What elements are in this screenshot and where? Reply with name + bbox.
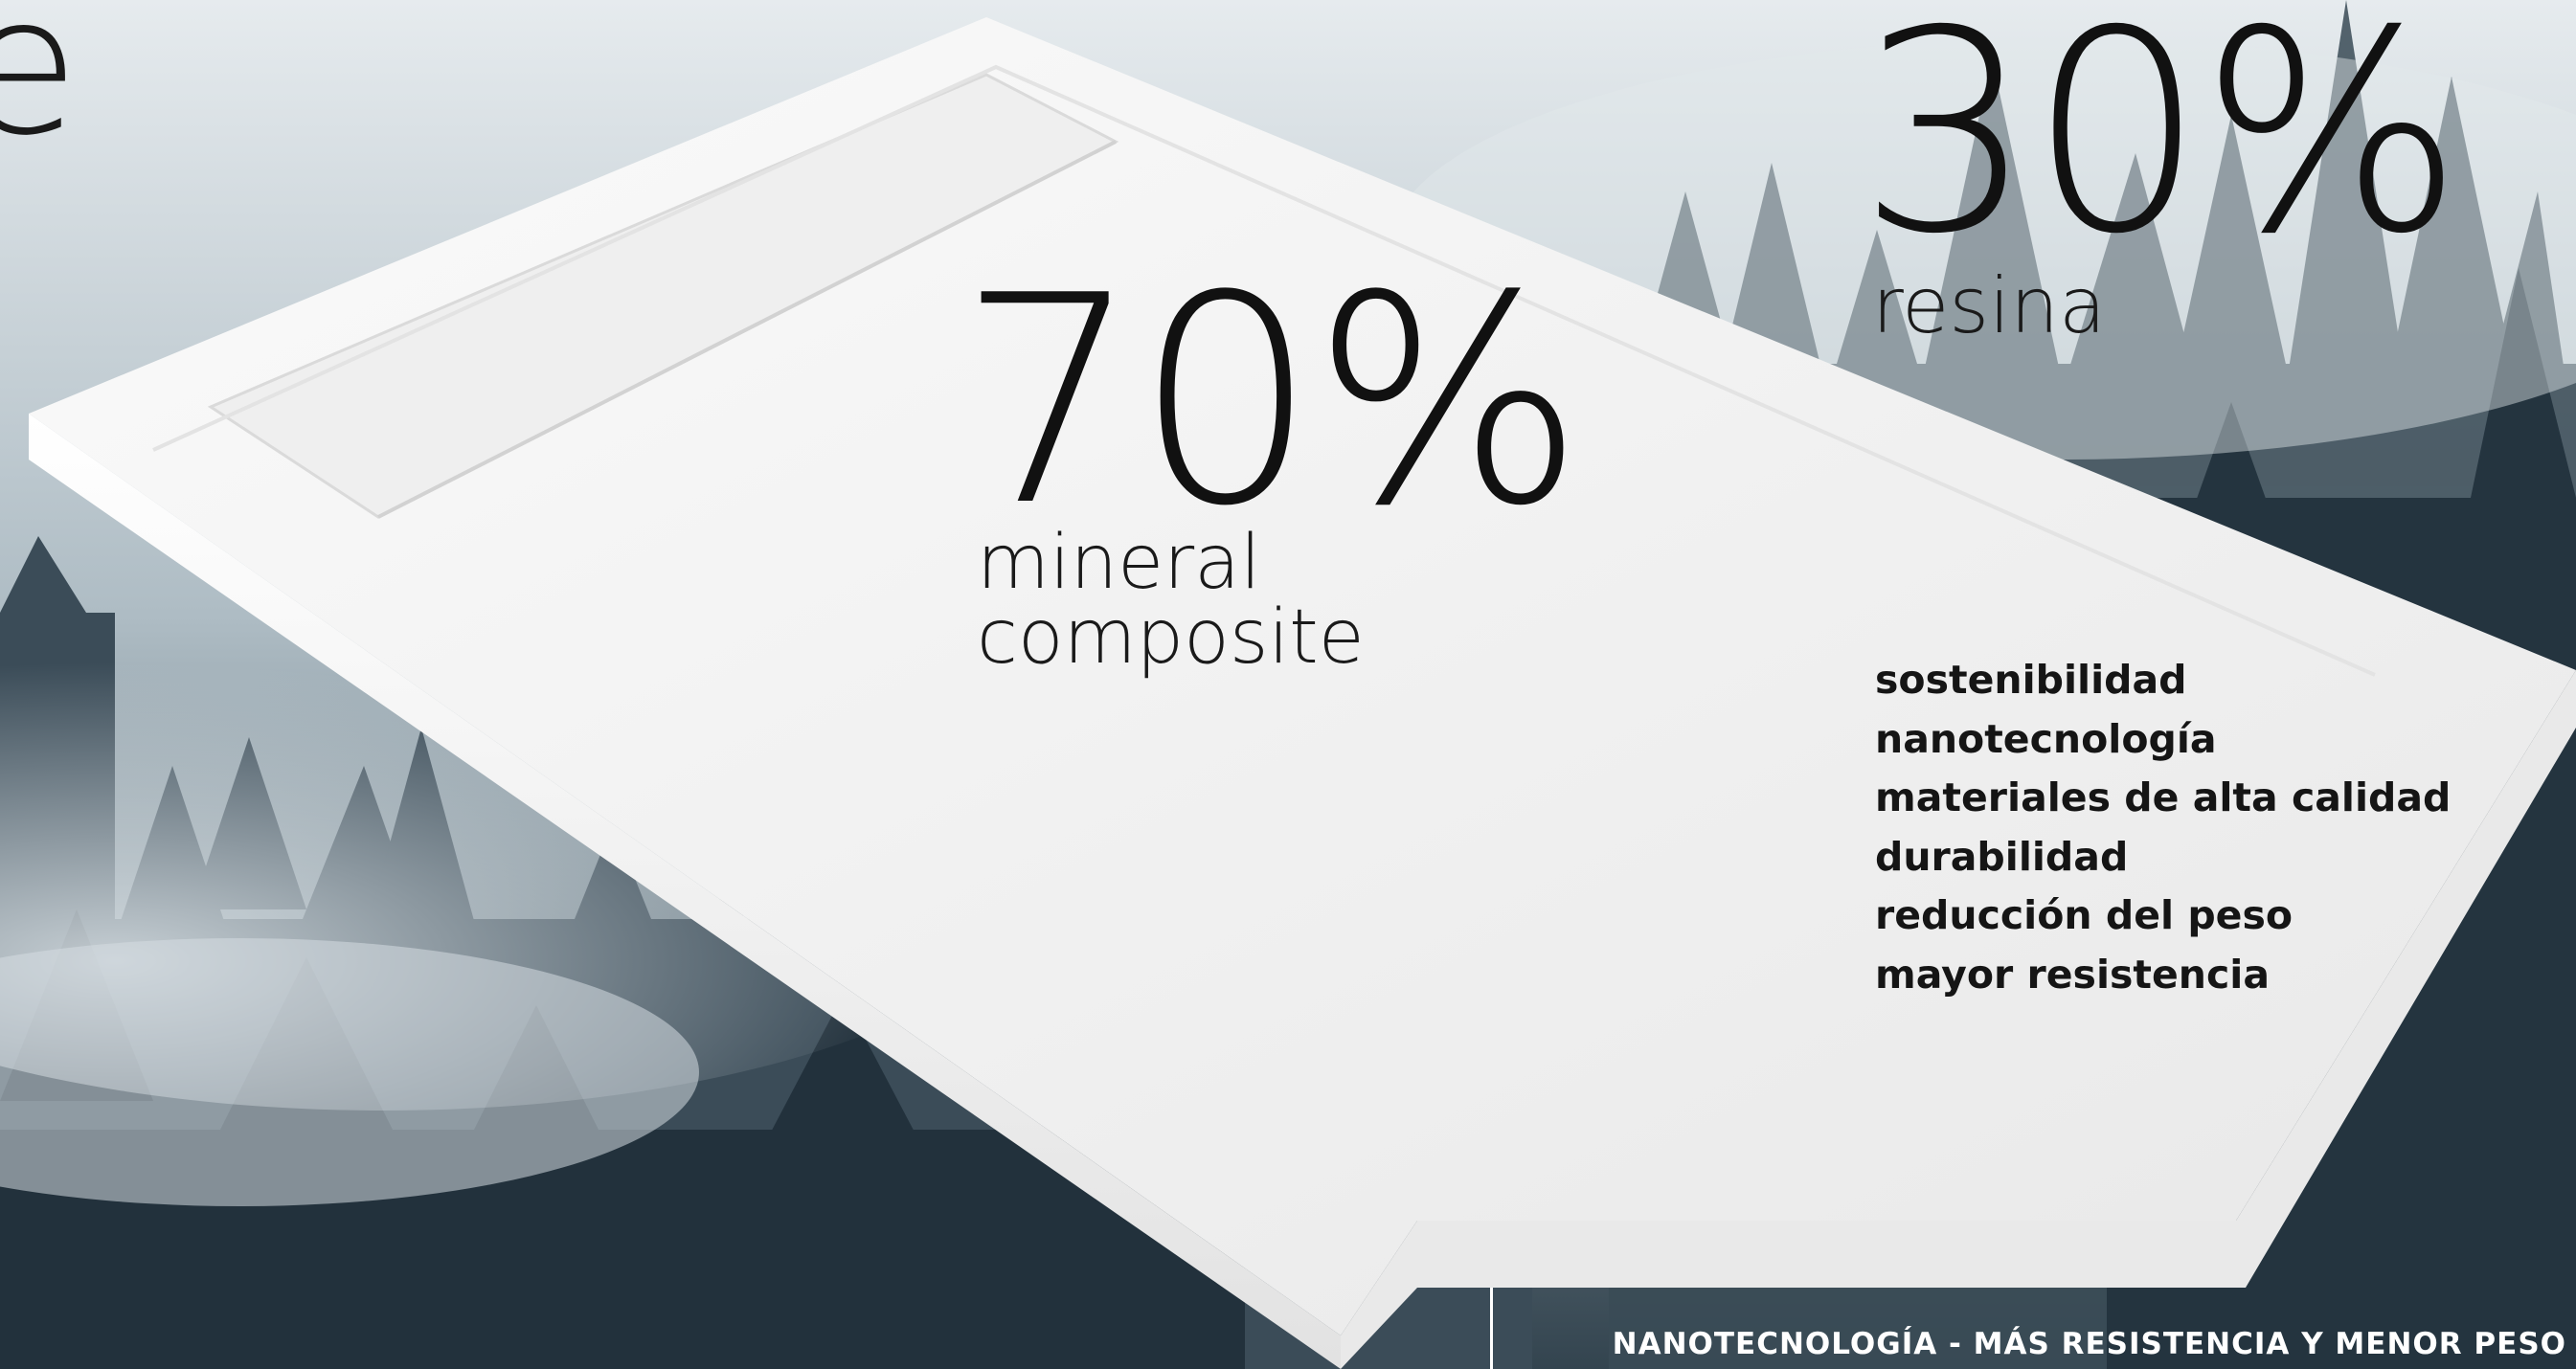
feature-item: nanotecnología	[1875, 715, 2217, 762]
feature-item: materiales de alta calidad	[1875, 774, 2452, 820]
partial-heading-letter: e	[0, 0, 80, 178]
feature-item: durabilidad	[1875, 833, 2129, 880]
stat-mineral-label-line2: composite	[977, 595, 1365, 681]
tagline-divider	[1490, 1288, 1493, 1369]
tray-side-edge	[1341, 670, 2576, 1369]
stat-resin-value: 30%	[1858, 0, 2464, 295]
stat-mineral-label-line1: mineral	[977, 520, 1261, 606]
tray-front-edge	[29, 414, 1341, 1369]
tagline: NANOTECNOLOGÍA - MÁS RESISTENCIA Y MENOR…	[1612, 1327, 2566, 1361]
stat-resin-label: resina	[1872, 261, 2106, 350]
feature-item: mayor resistencia	[1875, 951, 2271, 998]
stat-mineral-value: 70%	[958, 235, 1585, 569]
feature-item: reducción del peso	[1875, 892, 2294, 938]
feature-item: sostenibilidad	[1875, 657, 2187, 703]
features-list: sostenibilidad nanotecnología materiales…	[1875, 651, 2451, 1004]
